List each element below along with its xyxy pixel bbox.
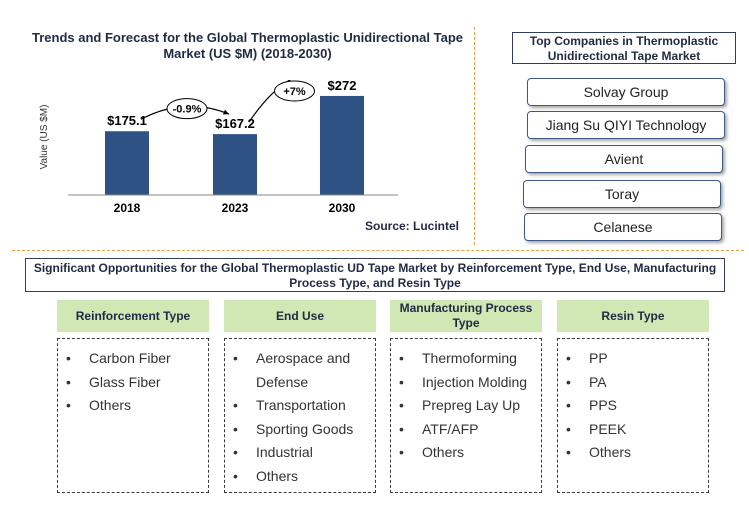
companies-title: Top Companies in Thermoplastic Unidirect…: [512, 32, 736, 64]
column-header-resin: Resin Type: [557, 300, 709, 332]
company-celanese: Celanese: [524, 213, 722, 241]
bar-2023: [213, 134, 257, 195]
list-item: Aerospace and Defense: [233, 347, 356, 394]
reinforcement-list-box: Carbon Fiber Glass Fiber Others: [57, 338, 209, 493]
source-label: Source: Lucintel: [365, 219, 460, 233]
list-item: Carbon Fiber: [66, 347, 208, 371]
vertical-divider: [474, 27, 475, 245]
growth-arrow-1: [248, 80, 292, 123]
list-item: Sporting Goods: [233, 418, 375, 442]
x-tick-2030: 2030: [329, 201, 356, 215]
growth-label-1: +7%: [283, 86, 306, 98]
end-use-list-box: Aerospace and Defense Transportation Spo…: [224, 338, 376, 493]
data-label-2018: $175.1: [107, 113, 147, 128]
x-tick-2023: 2023: [222, 201, 249, 215]
list-item: Others: [66, 394, 208, 418]
column-header-end-use: End Use: [224, 300, 376, 332]
bar-chart: Value (US $M) $175.1 2018 $167.2 2023 $272 203…: [39, 80, 398, 215]
list-item: Others: [566, 441, 708, 465]
data-label-2030: $272: [328, 80, 357, 93]
bar-2030: [320, 95, 364, 195]
growth-label-0: -0.9%: [173, 104, 202, 116]
company-solvay: Solvay Group: [527, 78, 725, 106]
list-item: PEEK: [566, 418, 708, 442]
list-item: ATF/AFP: [399, 418, 541, 442]
growth-bubble-0: [166, 98, 208, 120]
opportunities-title: Significant Opportunities for the Global…: [25, 258, 725, 292]
list-item: PA: [566, 371, 708, 395]
list-item: Prepreg Lay Up: [399, 394, 541, 418]
column-header-process: Manufacturing Process Type: [390, 300, 542, 332]
chart-title: Trends and Forecast for the Global Therm…: [31, 30, 463, 61]
growth-bubble-1: [274, 80, 315, 102]
company-avient: Avient: [525, 145, 723, 173]
growth-arrowhead-0: [223, 109, 229, 115]
list-item: Others: [233, 465, 375, 489]
list-item: Industrial: [233, 441, 375, 465]
list-item: PPS: [566, 394, 708, 418]
y-axis-label: Value (US $M): [39, 105, 50, 170]
list-item: PP: [566, 347, 708, 371]
list-item: Thermoforming: [399, 347, 541, 371]
list-item: Transportation: [233, 394, 375, 418]
list-item: Injection Molding: [399, 371, 541, 395]
list-item: Others: [399, 441, 541, 465]
bar-2018: [105, 131, 149, 195]
x-tick-2018: 2018: [114, 201, 141, 215]
company-toray: Toray: [523, 180, 721, 208]
data-label-2023: $167.2: [215, 116, 255, 131]
resin-list-box: PP PA PPS PEEK Others: [557, 338, 709, 493]
horizontal-divider: [12, 250, 744, 251]
process-list-box: Thermoforming Injection Molding Prepreg …: [390, 338, 542, 493]
column-header-reinforcement: Reinforcement Type: [57, 300, 209, 332]
company-jiang-su-qiyi: Jiang Su QIYI Technology: [527, 111, 725, 139]
list-item: Glass Fiber: [66, 371, 208, 395]
